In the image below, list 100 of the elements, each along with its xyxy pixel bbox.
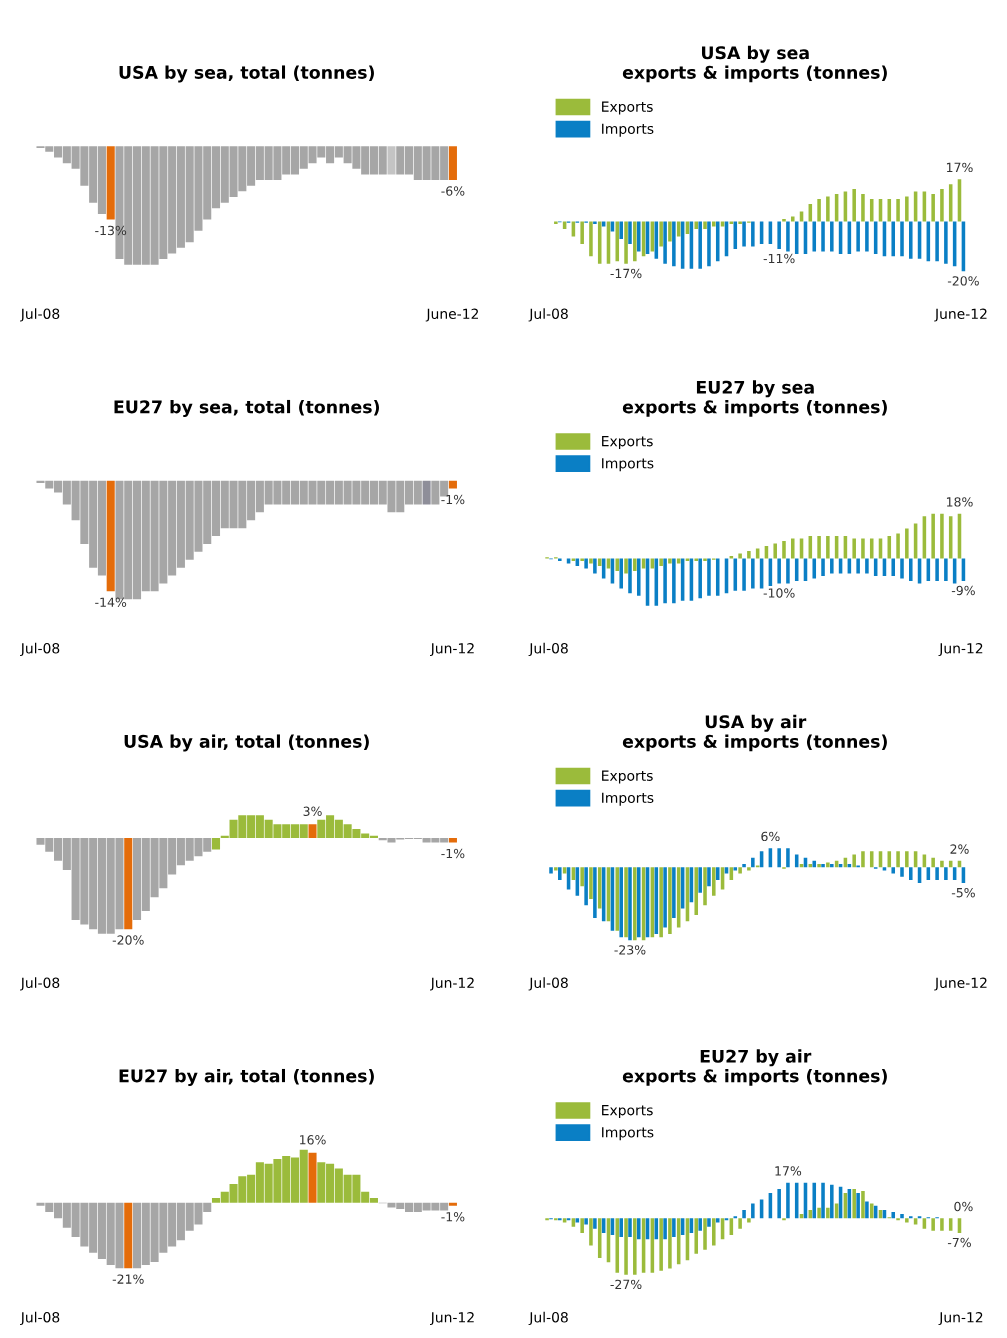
legend-label: Imports bbox=[602, 1127, 654, 1141]
data-label: -21% bbox=[112, 1274, 144, 1284]
data-label: 6% bbox=[761, 831, 780, 842]
bar bbox=[826, 536, 830, 559]
x-tick-label: Jul-08 bbox=[528, 642, 568, 657]
bar bbox=[909, 1216, 913, 1219]
bar bbox=[707, 221, 711, 267]
bar bbox=[694, 221, 699, 229]
bar bbox=[869, 851, 874, 868]
bar bbox=[852, 189, 856, 222]
bar bbox=[821, 864, 825, 868]
bar bbox=[628, 867, 632, 941]
bar bbox=[786, 848, 790, 868]
bar bbox=[909, 558, 913, 581]
bar bbox=[856, 1193, 860, 1219]
bar bbox=[817, 199, 821, 222]
bar bbox=[636, 558, 641, 596]
x-tick-label: Jul-08 bbox=[20, 977, 60, 991]
bar bbox=[615, 867, 620, 931]
bar bbox=[742, 558, 746, 591]
data-label: -5% bbox=[951, 887, 975, 898]
bar bbox=[742, 1209, 746, 1219]
data-label: -1% bbox=[441, 848, 465, 859]
bar bbox=[558, 1218, 562, 1221]
bar bbox=[852, 538, 856, 559]
bar bbox=[782, 541, 786, 559]
bar bbox=[712, 221, 716, 227]
bar bbox=[636, 1218, 641, 1240]
bar bbox=[861, 1191, 865, 1219]
bar bbox=[782, 1218, 786, 1221]
bar bbox=[931, 194, 935, 222]
bar bbox=[891, 558, 896, 576]
bar bbox=[830, 1184, 834, 1219]
bar bbox=[554, 867, 558, 871]
bar bbox=[742, 221, 746, 247]
bar bbox=[663, 867, 667, 928]
bar bbox=[589, 1218, 593, 1246]
bar bbox=[738, 221, 742, 224]
bar bbox=[712, 1218, 716, 1246]
bar bbox=[773, 543, 777, 559]
bar bbox=[891, 1211, 896, 1219]
bar bbox=[900, 1214, 904, 1219]
bar bbox=[777, 1188, 781, 1219]
chart-title: USA by sea, total (tonnes) bbox=[119, 65, 374, 83]
data-label: 2% bbox=[950, 844, 969, 854]
bar bbox=[812, 860, 817, 868]
bar bbox=[633, 1218, 637, 1275]
data-label: -10% bbox=[763, 588, 795, 598]
data-label: 3% bbox=[303, 806, 322, 816]
bar bbox=[694, 1218, 699, 1254]
legend-label: Imports bbox=[602, 123, 654, 137]
bar bbox=[571, 1218, 576, 1227]
bar bbox=[861, 851, 865, 868]
bar bbox=[628, 558, 632, 594]
bar bbox=[905, 528, 909, 559]
bar bbox=[817, 536, 821, 559]
bar bbox=[747, 551, 751, 559]
bar bbox=[628, 1218, 632, 1238]
bar bbox=[308, 1152, 317, 1203]
bar bbox=[584, 867, 588, 906]
bar bbox=[900, 867, 904, 877]
data-label: -9% bbox=[951, 585, 975, 596]
bar bbox=[747, 867, 751, 871]
bar bbox=[751, 558, 755, 589]
bar bbox=[817, 1207, 821, 1219]
bar bbox=[821, 221, 825, 252]
bar bbox=[580, 1218, 584, 1233]
data-label: 17% bbox=[946, 162, 973, 173]
bar bbox=[698, 558, 702, 599]
bar bbox=[940, 860, 944, 868]
data-label: -27% bbox=[610, 1279, 642, 1290]
bar bbox=[663, 558, 667, 604]
chart-title: USA by sea exports & imports (tonnes) bbox=[622, 45, 887, 83]
bar bbox=[668, 867, 672, 934]
bar bbox=[896, 199, 900, 222]
bar bbox=[554, 221, 558, 224]
bar bbox=[698, 1218, 702, 1231]
data-label: -14% bbox=[95, 597, 127, 607]
bar bbox=[747, 1218, 751, 1223]
legend-label: Imports bbox=[602, 458, 654, 472]
x-tick-label: June-12 bbox=[934, 308, 987, 322]
bar bbox=[777, 558, 781, 584]
data-label: -23% bbox=[614, 945, 646, 955]
bar bbox=[931, 513, 935, 559]
bar bbox=[786, 1182, 790, 1219]
data-label: -20% bbox=[947, 276, 979, 286]
bar bbox=[715, 1218, 720, 1223]
data-label: -7% bbox=[947, 1237, 971, 1248]
bar bbox=[707, 1218, 711, 1227]
chart-title: EU27 by sea exports & imports (tonnes) bbox=[622, 380, 887, 417]
bar bbox=[703, 558, 707, 561]
bar bbox=[865, 221, 869, 252]
bar bbox=[584, 1218, 588, 1225]
bar bbox=[624, 1218, 628, 1275]
bar bbox=[821, 558, 825, 576]
bar bbox=[715, 867, 720, 880]
bar bbox=[852, 854, 856, 868]
bar bbox=[944, 867, 948, 880]
bar bbox=[812, 558, 817, 579]
bar bbox=[751, 221, 755, 247]
